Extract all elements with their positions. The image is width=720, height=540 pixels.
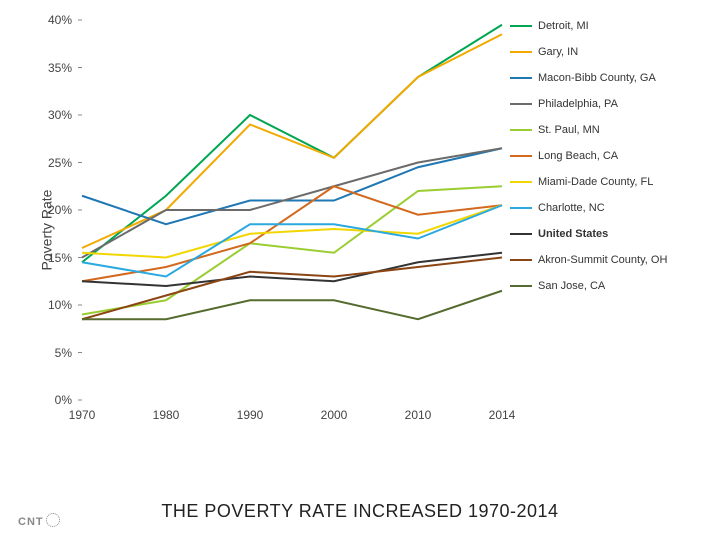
cnt-logo: CNT [18,513,60,528]
chart-svg [82,20,502,400]
legend-label: United States [538,228,608,240]
legend-label: Gary, IN [538,46,578,58]
legend-label: Miami-Dade County, FL [538,176,653,188]
legend-item: Charlotte, NC [510,202,680,214]
legend-swatch [510,233,532,235]
legend-swatch [510,129,532,131]
y-tick-label: 35% [48,61,72,75]
legend-label: Detroit, MI [538,20,589,32]
legend-item: San Jose, CA [510,280,680,292]
legend-swatch [510,259,532,261]
legend-swatch [510,77,532,79]
y-tick-label: 5% [55,346,72,360]
x-tick-label: 2014 [489,408,516,422]
series-line [82,291,502,320]
series-line [82,186,502,314]
legend-item: Miami-Dade County, FL [510,176,680,188]
legend-swatch [510,207,532,209]
legend-swatch [510,25,532,27]
y-axis-labels: 0%5%10%15%20%25%30%35%40% [42,20,76,400]
legend-swatch [510,181,532,183]
y-tick-label: 25% [48,156,72,170]
series-line [82,253,502,286]
series-line [82,148,502,257]
logo-text: CNT [18,516,44,528]
x-tick-label: 2000 [321,408,348,422]
legend-label: Charlotte, NC [538,202,605,214]
legend-item: United States [510,228,680,240]
y-tick-label: 0% [55,393,72,407]
y-tick-label: 30% [48,108,72,122]
legend-swatch [510,103,532,105]
legend-item: Macon-Bibb County, GA [510,72,680,84]
legend: Detroit, MI Gary, IN Macon-Bibb County, GA… [510,20,680,306]
y-tick-label: 10% [48,298,72,312]
y-tick-label: 15% [48,251,72,265]
x-tick-label: 2010 [405,408,432,422]
x-tick-label: 1990 [237,408,264,422]
x-tick-label: 1970 [69,408,96,422]
y-tick-label: 40% [48,13,72,27]
legend-label: San Jose, CA [538,280,605,292]
legend-label: St. Paul, MN [538,124,600,136]
legend-item: Akron-Summit County, OH [510,254,680,266]
y-tick-label: 20% [48,203,72,217]
x-axis-labels: 197019801990200020102014 [82,408,502,428]
line-chart [82,20,502,400]
legend-label: Akron-Summit County, OH [538,254,667,266]
legend-item: Detroit, MI [510,20,680,32]
legend-swatch [510,155,532,157]
logo-ring-icon [46,513,60,527]
legend-item: St. Paul, MN [510,124,680,136]
legend-label: Macon-Bibb County, GA [538,72,656,84]
legend-label: Philadelphia, PA [538,98,618,110]
legend-item: Long Beach, CA [510,150,680,162]
headline: THE POVERTY RATE INCREASED 1970-2014 [0,501,720,522]
legend-swatch [510,51,532,53]
legend-item: Gary, IN [510,46,680,58]
series-line [82,258,502,320]
slide: Poverty Rate 0%5%10%15%20%25%30%35%40% 1… [0,0,720,540]
legend-swatch [510,285,532,287]
legend-label: Long Beach, CA [538,150,618,162]
legend-item: Philadelphia, PA [510,98,680,110]
x-tick-label: 1980 [153,408,180,422]
